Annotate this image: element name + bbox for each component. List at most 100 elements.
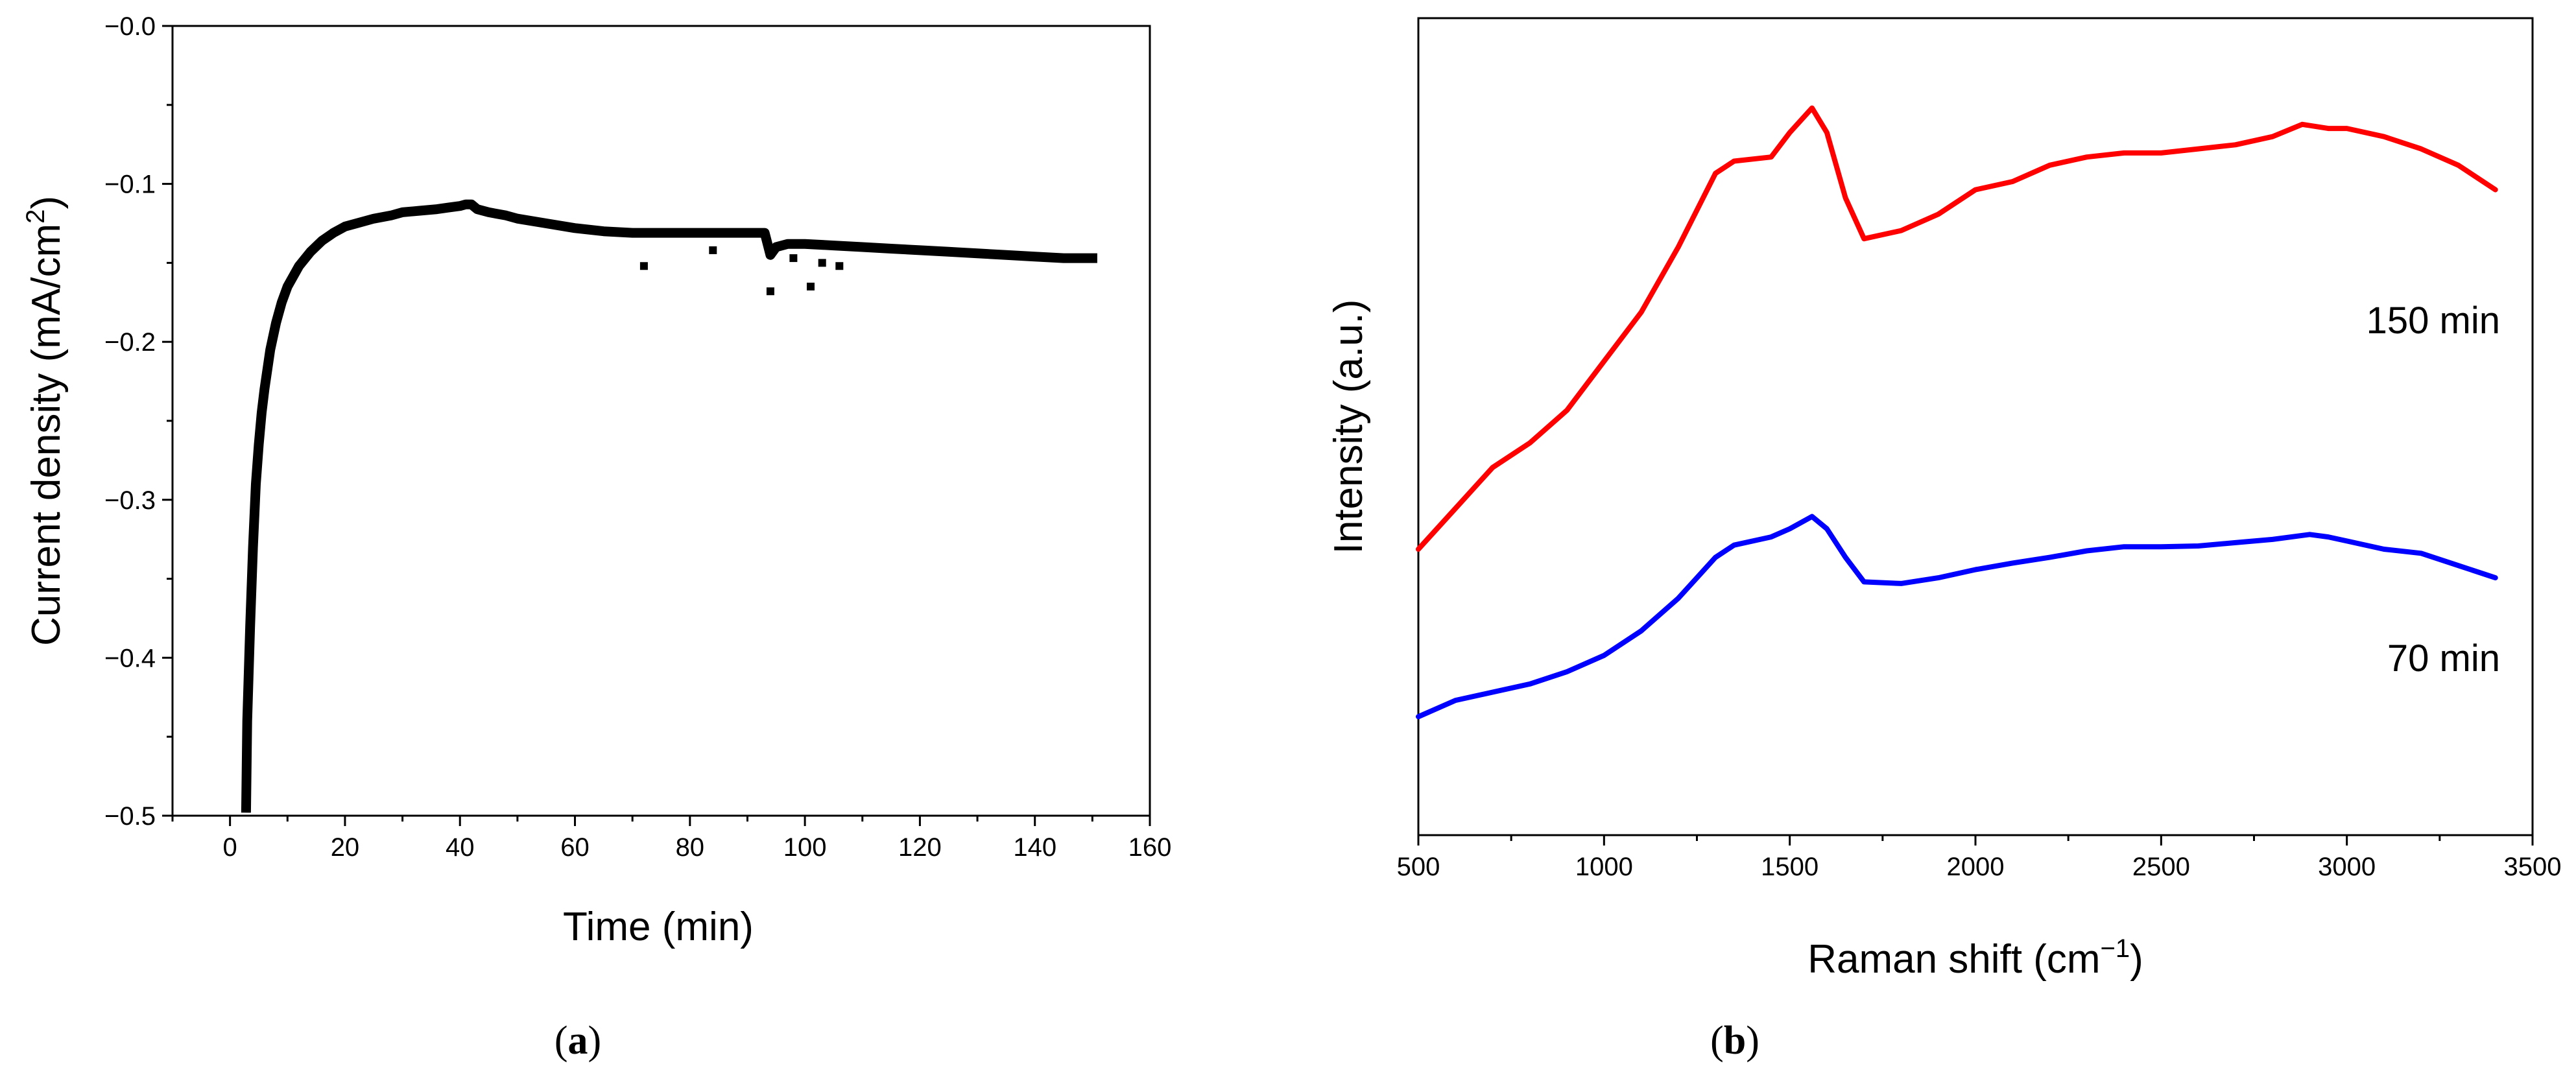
panel-a-data-point [830,242,837,249]
panel-a-data-point [514,215,521,222]
panel-a-y-axis-title: Current density (mA/cm2) [21,196,69,646]
panel-b-x-tick-label: 3000 [2318,853,2376,881]
panel-a-data-point [252,480,259,488]
panel-a-outlier-point [789,254,798,263]
panel-a-label-close: ) [588,1019,602,1063]
panel-a-x-tick-label: 80 [676,833,705,862]
panel-a-data-point [261,386,268,393]
panel-a-data-point [772,244,780,251]
panel-a-data-point [255,441,262,448]
panel-a: 0 20 40 60 80 100 120 140 160 −0.5−0.4−0.3−0.2−0… [21,12,1171,1063]
panel-a-x-tick-label: 120 [898,833,942,862]
panel-a-x-tick-label: 20 [331,833,360,862]
panel-a-data-point [246,622,254,630]
panel-a-data-point [267,346,274,353]
panel-b-x-axis-title: Raman shift (cm−1) [1807,934,2143,982]
panel-a-data-point [341,223,348,230]
panel-a-data-point [462,201,470,208]
panel-a-y-tick-label: −0.3 [104,486,156,515]
panel-a-data-point [457,202,464,209]
panel-b-x-ticks: 500 1000 1500 2000 2500 3000 3500 [1397,835,2562,881]
panel-a-y-tick-label: −0.2 [104,328,156,357]
panel-a-data-point [1089,255,1096,262]
panel-a-data-point [1031,253,1038,260]
panel-a-data-point [278,299,285,306]
panel-a-data-point [416,207,423,215]
panel-b-x-axis-title-superscript: −1 [2101,934,2130,963]
panel-a-data-point [243,804,250,811]
panel-a-outlier-point [835,262,844,270]
panel-a-y-axis-title-main: Current density (mA/cm [24,224,69,646]
panel-a-y-tick-label: −0.4 [104,644,156,672]
panel-a-data-point [744,230,751,237]
panel-a-data-point [686,230,693,237]
panel-a-y-tick-label: −0.5 [104,802,156,831]
panel-a-x-tick-label: 140 [1013,833,1056,862]
panel-b-x-tick-label: 3500 [2504,853,2562,881]
panel-a-outlier-point [639,262,648,270]
annotation-70-min: 70 min [2387,637,2500,680]
panel-a-data-point [296,263,303,270]
panel-a-data-point [272,319,280,326]
panel-a-data-point [318,237,326,244]
panel-a-data-point [258,409,265,416]
panel-a-data-point [399,209,406,216]
panel-a-data-point [468,201,475,208]
panel-b-x-tick-label: 2500 [2132,853,2190,881]
panel-a-data-point [370,215,377,222]
panel-a-data-point [888,245,895,252]
panel-a-y-ticks: −0.5 −0.4 −0.3 −0.2 −0.1 −0.0 [104,12,173,831]
panel-a-data-point [485,209,492,216]
panel-a-y-axis-title-superscript: 2 [21,209,50,224]
annotation-150-min: 150 min [2367,300,2500,342]
panel-b-label: (b) [1710,1019,1759,1063]
panel-a-data-point [571,224,578,231]
panel-a-data-point [916,246,924,254]
panel-b-y-axis-title: Intensity (a.u.) [1326,300,1371,554]
panel-a-x-axis-title: Time (min) [563,905,754,949]
panel-a-data-point [473,206,481,213]
panel-b-x-tick-label: 500 [1397,853,1440,881]
panel-b-x-axis-title-close: ) [2130,937,2143,982]
panel-b-x-tick-label: 1500 [1761,853,1819,881]
panel-a-data-point [307,248,314,255]
panel-a-data-point [330,230,337,237]
panel-a-data-point [974,250,981,257]
panel-a-data-point [445,204,452,211]
panel-a-outlier-point [709,246,717,254]
panel-a-data-point [715,230,722,237]
panel-a-data-point [859,244,866,251]
panel-b-x-tick-label: 1000 [1575,853,1633,881]
panel-a-data-point [658,230,665,237]
panel-a-x-tick-label: 100 [783,833,827,862]
panel-a-data-point [244,717,251,724]
panel-b-label-close: ) [1746,1019,1759,1063]
panel-b-plot-frame [1417,17,2534,836]
panel-a-x-tick-label: 60 [560,833,590,862]
panel-a-label: (a) [555,1019,601,1063]
panel-a-data-point [503,212,510,219]
panel-a-data-point [543,220,550,227]
panel-a-x-tick-label: 0 [223,833,237,862]
panel-a-label-open: ( [555,1019,568,1063]
panel-a-data-point [353,220,360,227]
panel-a-plot-frame [171,25,1151,817]
panel-a-data-point [761,230,769,237]
panel-a-data-point [433,206,440,213]
panel-a-outlier-point [806,282,815,290]
series-line-150-min [1416,105,2498,552]
panel-a-label-letter: a [568,1019,588,1063]
panel-a-outlier-point [818,259,826,267]
panel-a-data-point [945,248,952,255]
series-line-70-min [1416,514,2498,720]
panel-a-data-point [250,543,257,550]
panel-b-x-axis-title-main: Raman shift (cm [1807,937,2100,982]
panel-a-y-axis-title-close: ) [24,196,69,209]
panel-a-data-point [387,212,394,219]
panel-b: 500 1000 1500 2000 2500 3000 3500 150 min 70 m… [1326,17,2562,1063]
panel-a-data-point [284,283,291,290]
panel-b-label-open: ( [1710,1019,1724,1063]
panel-a-data-point [1060,255,1067,262]
panel-a-x-tick-label: 160 [1128,833,1172,862]
